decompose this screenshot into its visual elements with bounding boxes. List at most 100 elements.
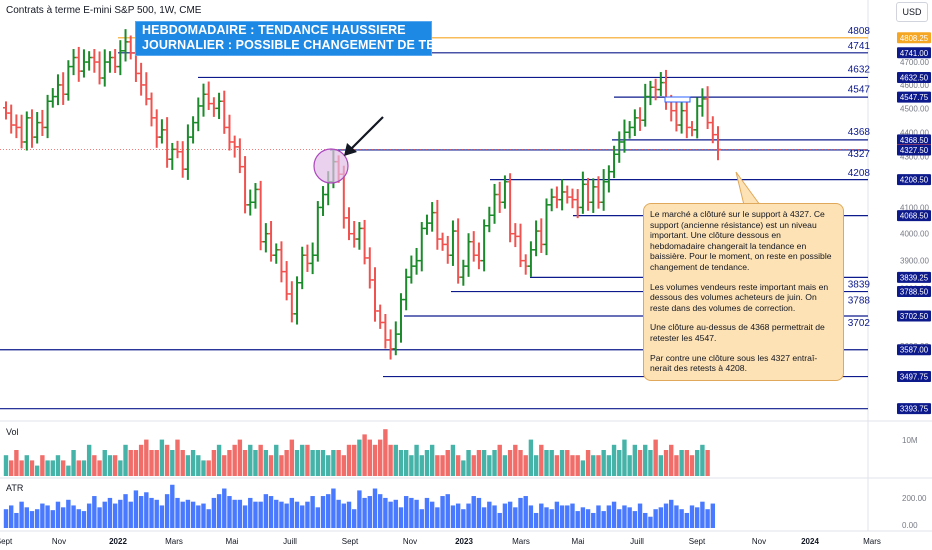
ohlc-bar: [268, 221, 275, 262]
atr-bar: [201, 503, 206, 528]
ohlc-bar: [304, 244, 311, 272]
ohlc-bar: [704, 86, 711, 130]
atr-bar: [455, 503, 461, 528]
volume-bar: [66, 465, 71, 476]
atr-bar: [617, 509, 622, 528]
atr-bar: [487, 501, 492, 528]
atr-bar: [362, 497, 367, 528]
volume-bar: [507, 450, 513, 476]
note-paragraph-upside: Une clôture au-dessus de 4368 permettrai…: [650, 322, 825, 343]
volume-bar: [429, 444, 435, 476]
y-tick-label: 4500.00: [900, 104, 929, 113]
level-text-label: 4368: [848, 127, 871, 138]
volume-bar: [97, 460, 102, 476]
atr-bar: [700, 501, 705, 528]
price-badge: 4327.50: [897, 144, 931, 156]
ohlc-bar: [590, 178, 597, 213]
currency-button[interactable]: USD: [896, 2, 928, 22]
level-text-label: 3702: [848, 318, 871, 329]
atr-bar: [580, 507, 586, 528]
atr-bar: [222, 488, 227, 528]
price-badge-label: 4208.50: [900, 176, 929, 185]
price-badge-label: 3393.75: [900, 405, 929, 414]
ohlc-bar: [449, 220, 456, 266]
volume-bar: [502, 455, 508, 476]
price-badge-label: 4068.50: [900, 212, 929, 221]
atr-bar: [539, 503, 544, 528]
volume-bar: [14, 450, 19, 476]
atr-bar: [689, 505, 695, 528]
volume-bar: [154, 450, 159, 476]
volume-bar: [258, 444, 263, 476]
volume-bar: [149, 450, 154, 476]
atr-bar: [466, 503, 471, 528]
volume-bar: [372, 444, 378, 476]
atr-bar: [695, 507, 700, 528]
ohlc-bar: [621, 119, 628, 153]
volume-bar: [419, 455, 424, 476]
price-badge: 3702.50: [897, 310, 931, 322]
ohlc-bar: [564, 185, 571, 204]
atr-bar: [71, 505, 76, 528]
price-badge-label: 4741.00: [900, 49, 929, 58]
ohlc-bar: [611, 145, 618, 179]
volume-bar: [107, 455, 113, 476]
atr-bar: [352, 509, 357, 528]
volume-bar: [300, 444, 305, 476]
atr-bar: [196, 505, 201, 528]
volume-bar: [102, 450, 107, 476]
trend-banner: HEBDOMADAIRE : TENDANCE HAUSSIERE JOURNA…: [135, 21, 489, 56]
x-axis-label: Sept: [0, 537, 13, 546]
price-badge-label: 3497.75: [900, 373, 929, 382]
atr-bar: [643, 512, 648, 528]
atr-bar: [331, 488, 336, 528]
x-axis-label: Nov: [752, 537, 766, 546]
ohlc-bar: [429, 202, 436, 232]
ohlc-bar: [559, 179, 566, 211]
ohlc-bar: [86, 51, 93, 71]
ohlc-bar: [299, 246, 306, 290]
ohlc-bar: [231, 135, 238, 158]
atr-bar: [341, 503, 347, 528]
ohlc-bar: [39, 109, 46, 136]
atr-bar: [507, 501, 513, 528]
atr-bar: [393, 499, 398, 528]
volume-bar: [24, 455, 29, 476]
atr-bar: [383, 497, 388, 528]
atr-bar: [232, 499, 237, 528]
ohlc-bar: [273, 243, 280, 264]
atr-bar: [710, 503, 716, 528]
volume-bar: [476, 450, 482, 476]
atr-bar: [606, 505, 612, 528]
ohlc-bar: [205, 81, 212, 111]
y-tick-label: 4700.00: [900, 58, 929, 67]
ohlc-bar: [371, 267, 378, 322]
atr-bar: [528, 505, 534, 528]
atr-bar: [310, 496, 315, 528]
ohlc-bar: [663, 69, 670, 110]
ohlc-bar: [351, 221, 358, 248]
atr-bar: [118, 499, 123, 528]
volume-bar: [539, 444, 544, 476]
volume-bar: [466, 450, 471, 476]
volume-bar: [648, 450, 653, 476]
ohlc-bar: [80, 49, 87, 78]
atr-bar: [107, 497, 113, 528]
ohlc-bar: [657, 72, 664, 96]
atr-bar: [112, 503, 118, 528]
atr-bar: [175, 497, 180, 528]
volume-bar: [60, 460, 66, 476]
ohlc-bar: [517, 223, 524, 268]
volume-bar: [310, 450, 315, 476]
atr-bar: [679, 509, 684, 528]
atr-pane-label: ATR: [6, 483, 24, 493]
volume-bar: [481, 450, 487, 476]
atr-bar: [92, 496, 97, 528]
atr-bar: [263, 494, 269, 528]
atr-bar: [533, 512, 539, 528]
atr-bar: [414, 499, 419, 528]
ohlc-bar: [626, 121, 633, 139]
volume-bar: [341, 455, 347, 476]
x-axis-label: Nov: [403, 537, 417, 546]
price-badge: 3839.25: [897, 271, 931, 283]
